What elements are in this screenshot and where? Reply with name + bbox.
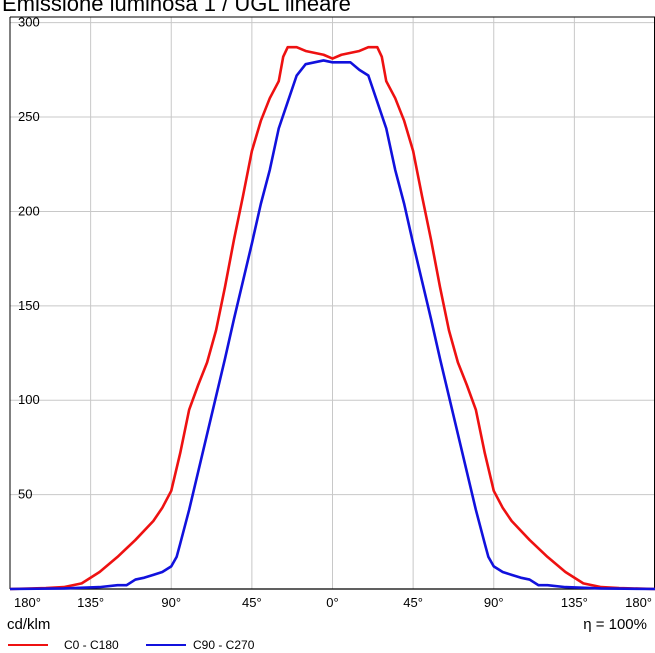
y-tick-label: 200: [18, 203, 40, 218]
x-tick-label: 90°: [484, 595, 504, 610]
series-lines: [9, 45, 655, 591]
chart-title: Emissione luminosa 1 / UGL lineare: [2, 0, 351, 16]
y-tick-label: 50: [18, 487, 32, 502]
legend-label-c0: C0 - C180: [64, 638, 119, 652]
x-tick-label: 180°: [14, 595, 41, 610]
legend-label-c90: C90 - C270: [193, 638, 255, 652]
y-tick-label: 250: [18, 109, 40, 124]
y-tick-label: 150: [18, 298, 40, 313]
unit-label: cd/klm: [7, 616, 51, 633]
y-tick-label: 300: [18, 15, 40, 30]
series-line-c0-c180: [9, 45, 655, 591]
x-tick-label: 45°: [242, 595, 262, 610]
x-tick-label: 45°: [403, 595, 423, 610]
y-tick-label: 100: [18, 392, 40, 407]
y-tick-labels: 50 100 150 200 250 300: [18, 15, 40, 502]
x-tick-label: 135°: [561, 595, 588, 610]
legend-swatch-c0: [8, 644, 48, 646]
efficiency-label: η = 100%: [583, 616, 647, 633]
x-tick-label: 180°: [625, 595, 652, 610]
series-line-c90-c270: [9, 59, 655, 591]
grid: [10, 17, 655, 589]
x-tick-label: 0°: [326, 595, 338, 610]
legend-swatch-c90: [146, 644, 186, 646]
x-tick-labels: 180° 135° 90° 45° 0° 45° 90° 135° 180°: [14, 595, 652, 610]
x-tick-label: 135°: [77, 595, 104, 610]
x-tick-label: 90°: [161, 595, 181, 610]
